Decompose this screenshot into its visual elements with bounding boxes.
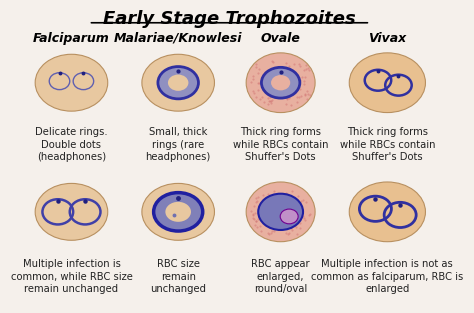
Text: Delicate rings.
Double dots
(headphones): Delicate rings. Double dots (headphones) — [35, 127, 108, 162]
Text: RBC size
remain
unchanged: RBC size remain unchanged — [150, 259, 206, 294]
Ellipse shape — [271, 75, 290, 90]
Text: Thick ring forms
while RBCs contain
Shuffer's Dots: Thick ring forms while RBCs contain Shuf… — [233, 127, 328, 162]
Ellipse shape — [142, 183, 214, 240]
Ellipse shape — [35, 54, 108, 111]
Ellipse shape — [154, 192, 203, 231]
Ellipse shape — [349, 182, 426, 242]
Text: RBC appear
enlarged,
round/oval: RBC appear enlarged, round/oval — [251, 259, 310, 294]
Ellipse shape — [35, 183, 108, 240]
Text: Early Stage Trophozoites: Early Stage Trophozoites — [103, 10, 356, 28]
Ellipse shape — [246, 182, 315, 242]
Text: Small, thick
rings (rare
headphones): Small, thick rings (rare headphones) — [146, 127, 211, 162]
Ellipse shape — [349, 53, 426, 113]
Ellipse shape — [280, 209, 298, 224]
Text: Multiple infection is
common, while RBC size
remain unchanged: Multiple infection is common, while RBC … — [10, 259, 132, 294]
Text: Vivax: Vivax — [368, 32, 407, 45]
Ellipse shape — [158, 67, 199, 99]
Text: Falciparum: Falciparum — [33, 32, 110, 45]
Ellipse shape — [258, 194, 303, 230]
Text: Multiple infection is not as
common as falciparum, RBC is
enlarged: Multiple infection is not as common as f… — [311, 259, 464, 294]
Ellipse shape — [262, 67, 300, 98]
Text: Thick ring forms
while RBCs contain
Shuffer's Dots: Thick ring forms while RBCs contain Shuf… — [339, 127, 435, 162]
Text: Ovale: Ovale — [261, 32, 301, 45]
Ellipse shape — [246, 53, 315, 113]
Ellipse shape — [142, 54, 214, 111]
Text: Malariae/Knowlesi: Malariae/Knowlesi — [114, 32, 242, 45]
Ellipse shape — [165, 202, 191, 222]
Ellipse shape — [168, 74, 189, 91]
